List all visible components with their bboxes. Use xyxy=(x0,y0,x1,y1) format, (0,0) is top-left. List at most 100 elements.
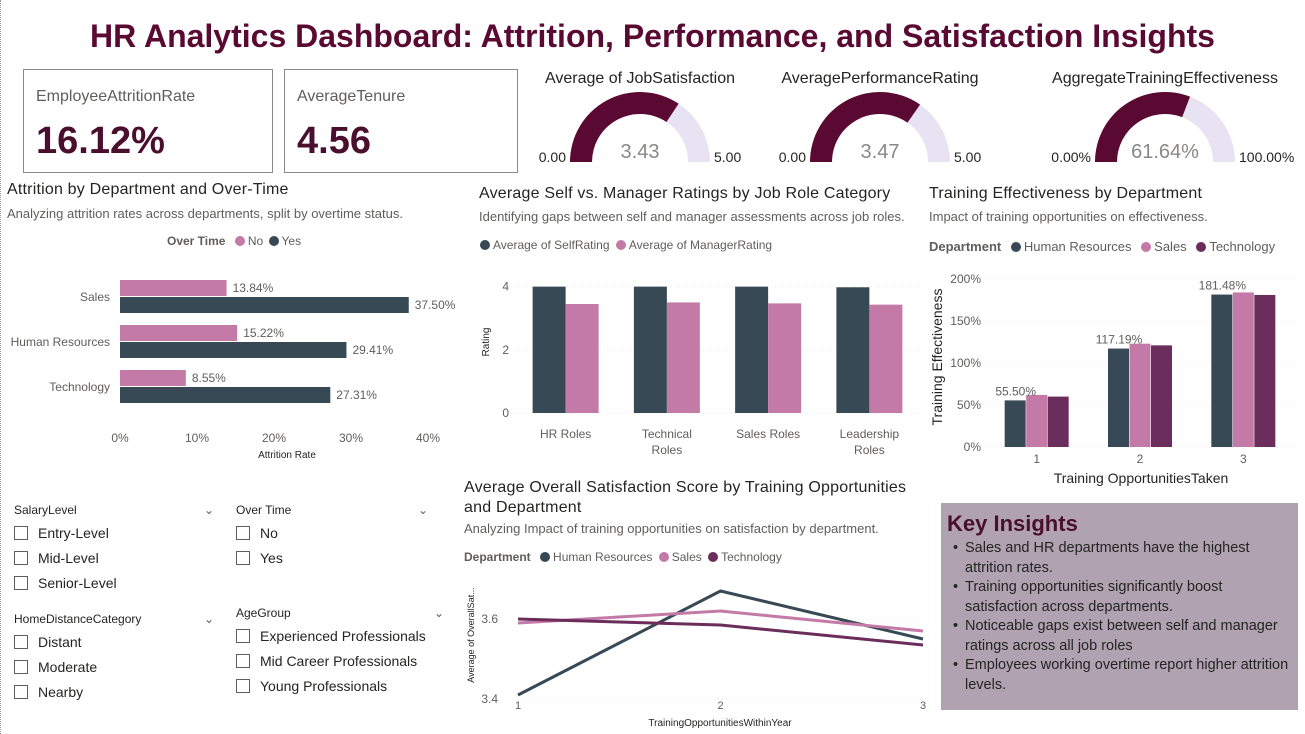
attrition-chart-title: Attrition by Department and Over-Time xyxy=(7,181,289,198)
checkbox-icon[interactable] xyxy=(14,684,28,699)
series-line xyxy=(517,589,924,697)
bar xyxy=(532,286,566,413)
x-tick-label: 30% xyxy=(339,431,363,445)
gauge-min: 0.00 xyxy=(539,149,566,165)
selfmgr-bar-chart[interactable]: 0 2 4 HR Roles Technical Roles Sales Roles Lead… xyxy=(465,270,925,465)
option-label: Yes xyxy=(260,549,283,566)
chevron-down-icon[interactable]: ⌄ xyxy=(203,612,214,626)
gauge-title: AggregateTrainingEffectiveness xyxy=(1052,70,1278,87)
data-label: 181.48% xyxy=(1199,279,1247,293)
gauge-max: 5.00 xyxy=(714,149,741,165)
gauge-value: 61.64% xyxy=(1131,141,1199,163)
chevron-down-icon[interactable]: ⌄ xyxy=(433,606,444,620)
gauge-value: 3.43 xyxy=(621,141,660,163)
bar xyxy=(1129,343,1151,447)
gauge-min: 0.00 xyxy=(779,149,806,165)
y-tick-label: 200% xyxy=(950,272,981,286)
option-label: Experienced Professionals xyxy=(260,627,426,644)
performance-rating-gauge[interactable]: AveragePerformanceRating 3.47 0.00 5.00 xyxy=(760,70,1000,170)
legend-item-hr[interactable]: Human Resources xyxy=(553,550,653,564)
option-label: Nearby xyxy=(38,683,84,700)
bar xyxy=(1232,292,1254,447)
legend-item-tech[interactable]: Technology xyxy=(721,550,782,564)
bar xyxy=(633,286,667,413)
option-label: Entry-Level xyxy=(38,524,109,541)
y-tick-label: 50% xyxy=(957,398,981,412)
slicer-option[interactable]: Mid Career Professionals xyxy=(236,648,444,673)
legend-item-self[interactable]: Average of SelfRating xyxy=(493,238,610,252)
bar-no xyxy=(120,280,227,296)
checkbox-icon[interactable] xyxy=(236,653,250,668)
checkbox-icon[interactable] xyxy=(236,628,250,643)
slicer-option[interactable]: Mid-Level xyxy=(14,545,214,570)
y-tick-label: 0% xyxy=(964,440,982,454)
option-label: Mid Career Professionals xyxy=(260,652,418,669)
x-tick-label: 3 xyxy=(920,700,926,712)
legend-item-manager[interactable]: Average of ManagerRating xyxy=(628,238,773,252)
gauge-graphic: 61.64% 0.00% 100.00% xyxy=(1051,92,1294,165)
job-satisfaction-gauge[interactable]: Average of JobSatisfaction 3.43 0.00 5.00 xyxy=(520,70,760,170)
data-label: 13.84% xyxy=(233,281,274,295)
slicer-option[interactable]: Young Professionals xyxy=(236,673,444,698)
bar xyxy=(836,287,870,413)
chevron-down-icon[interactable]: ⌄ xyxy=(203,503,214,517)
bar xyxy=(1026,394,1048,447)
checkbox-icon[interactable] xyxy=(14,659,28,674)
checkbox-icon[interactable] xyxy=(14,550,28,565)
title-line-1: Average Overall Satisfaction Score by Tr… xyxy=(464,479,907,496)
slicer-option[interactable]: Nearby xyxy=(14,679,214,704)
satisfaction-line-chart[interactable]: 3.4 3.6 1 2 3 TrainingOpportunitiesWithinYear… xyxy=(460,575,940,734)
slicer-option[interactable]: Yes xyxy=(236,545,428,570)
gauge-fill xyxy=(810,91,921,162)
checkbox-icon[interactable] xyxy=(236,678,250,693)
satisfaction-chart-subtitle: Analyzing Impact of training opportuniti… xyxy=(464,521,879,536)
slicer-option[interactable]: No xyxy=(236,520,428,545)
chevron-down-icon[interactable]: ⌄ xyxy=(417,503,428,517)
home-distance-slicer: HomeDistanceCategory ⌄ Distant Moderate … xyxy=(14,609,214,704)
checkbox-icon[interactable] xyxy=(236,550,250,565)
slicer-title: AgeGroup xyxy=(236,606,291,620)
legend-item-sales[interactable]: Sales xyxy=(1154,239,1187,254)
bar xyxy=(565,304,599,413)
insight-item: Employees working overtime report higher… xyxy=(951,656,1291,695)
insight-item: Sales and HR departments have the highes… xyxy=(951,539,1291,578)
slicer-option[interactable]: Senior-Level xyxy=(14,570,214,595)
bar xyxy=(869,304,903,413)
legend-item-yes[interactable]: Yes xyxy=(281,234,302,248)
legend-dot-sales xyxy=(1141,242,1152,252)
legend-item-tech[interactable]: Technology xyxy=(1209,239,1276,254)
checkbox-icon[interactable] xyxy=(14,525,28,540)
legend-dot-self xyxy=(480,240,490,250)
attrition-bar-chart[interactable]: Sales 13.84% 37.50% Human Resources 15.22% 29… xyxy=(0,265,460,465)
selfmgr-chart-subtitle: Identifying gaps between self and manage… xyxy=(479,209,905,224)
option-label: Distant xyxy=(38,633,82,650)
slicer-option[interactable]: Distant xyxy=(14,629,214,654)
legend-item-sales[interactable]: Sales xyxy=(671,550,702,564)
slicer-option[interactable]: Entry-Level xyxy=(14,520,214,545)
checkbox-icon[interactable] xyxy=(236,525,250,540)
x-tick-label: 3 xyxy=(1240,452,1247,466)
x-tick-label: 2 xyxy=(717,700,723,712)
attrition-rate-card[interactable]: EmployeeAttritionRate 16.12% xyxy=(23,69,273,173)
training-bar-chart[interactable]: 0% 50% 100% 150% 200% 55.50% 1 117.19% 2 181.48% 3… xyxy=(925,262,1300,492)
attrition-chart-subtitle: Analyzing attrition rates across departm… xyxy=(7,206,403,221)
training-effectiveness-gauge[interactable]: AggregateTrainingEffectiveness 61.64% 0.0… xyxy=(1030,70,1300,170)
slicer-option[interactable]: Experienced Professionals xyxy=(236,623,444,648)
x-tick-label: 10% xyxy=(185,431,209,445)
checkbox-icon[interactable] xyxy=(14,575,28,590)
slicer-option[interactable]: Moderate xyxy=(14,654,214,679)
x-tick-label: 0% xyxy=(111,431,129,445)
satisfaction-chart-legend: Department Human Resources Sales Technol… xyxy=(464,550,782,564)
gauge-fill xyxy=(570,92,679,162)
legend-item-no[interactable]: No xyxy=(247,234,264,248)
page-title: HR Analytics Dashboard: Attrition, Perfo… xyxy=(90,18,1215,54)
legend-dot-tech xyxy=(708,552,719,562)
legend-dot-tech xyxy=(1196,242,1207,252)
key-insights-panel: Key Insights Sales and HR departments ha… xyxy=(941,503,1298,710)
gauge-min: 0.00% xyxy=(1051,149,1091,165)
checkbox-icon[interactable] xyxy=(14,634,28,649)
x-axis-title: Attrition Rate xyxy=(258,450,316,461)
average-tenure-card[interactable]: AverageTenure 4.56 xyxy=(284,69,518,173)
insights-list: Sales and HR departments have the highes… xyxy=(951,539,1291,695)
legend-item-hr[interactable]: Human Resources xyxy=(1023,239,1132,254)
